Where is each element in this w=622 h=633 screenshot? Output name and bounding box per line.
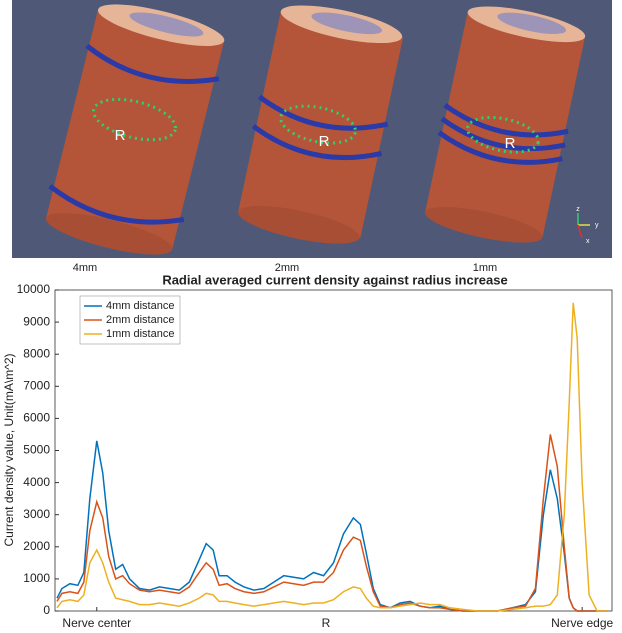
- series-line: [57, 434, 607, 611]
- axis-letter: y: [595, 222, 599, 229]
- render: R R R z y x 4mm 2mm 1mm: [12, 0, 612, 274]
- y-tick-label: 8000: [23, 346, 50, 360]
- y-tick-label: 10000: [17, 282, 51, 296]
- y-tick-label: 5000: [23, 443, 50, 457]
- legend-label: 2mm distance: [106, 314, 174, 326]
- marker-label: R: [505, 135, 516, 152]
- legend-label: 1mm distance: [106, 328, 174, 340]
- y-tick-label: 1000: [23, 571, 50, 585]
- y-axis-label: Current density value, Unit(mA\m^2): [2, 353, 16, 546]
- marker-label: R: [319, 133, 330, 150]
- y-tick-label: 3000: [23, 507, 50, 521]
- y-tick-label: 0: [43, 603, 50, 617]
- x-tick-label: Nerve edge: [551, 616, 613, 630]
- y-tick-label: 7000: [23, 378, 50, 392]
- marker-label: R: [115, 127, 126, 144]
- distance-label: 4mm: [73, 262, 97, 274]
- axis-letter: z: [576, 206, 580, 213]
- figure: R R R z y x 4mm 2mm 1mm Radial averaged …: [0, 0, 622, 633]
- y-tick-label: 9000: [23, 314, 50, 328]
- chart: Radial averaged current density against …: [2, 272, 613, 630]
- x-axis-label: R: [322, 616, 331, 630]
- page: {"render": {"labels": ["4mm", "2mm", "1m…: [0, 0, 622, 633]
- legend-label: 4mm distance: [106, 300, 174, 312]
- y-tick-label: 6000: [23, 411, 50, 425]
- series-line: [57, 441, 607, 611]
- chart-title: Radial averaged current density against …: [162, 272, 507, 287]
- x-tick-label: Nerve center: [62, 616, 131, 630]
- y-tick-label: 2000: [23, 539, 50, 553]
- axis-letter: x: [586, 238, 590, 245]
- y-tick-label: 4000: [23, 475, 50, 489]
